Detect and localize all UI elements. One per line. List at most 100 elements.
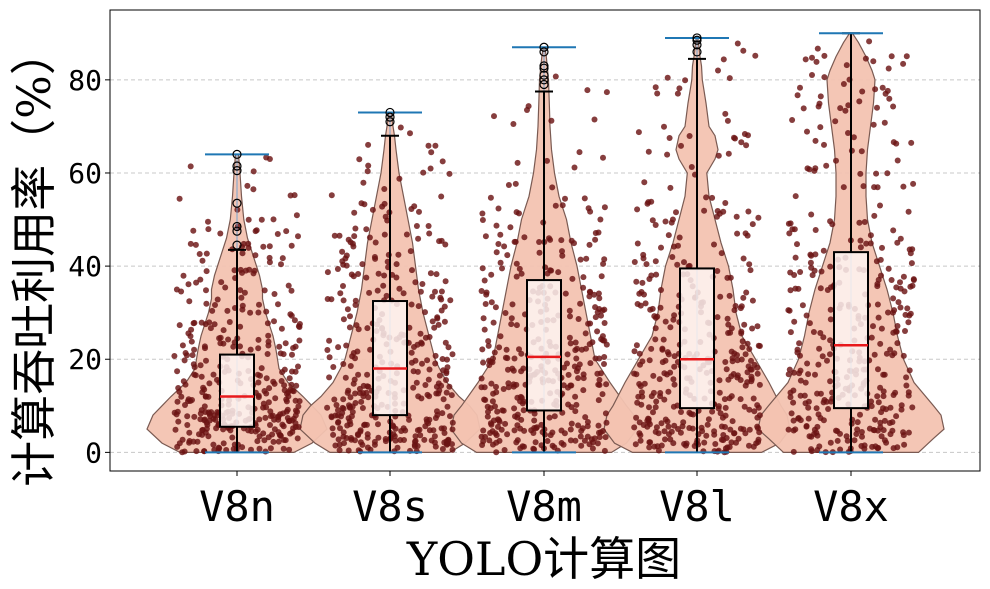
- data-point: [351, 209, 358, 216]
- data-point: [662, 318, 669, 325]
- data-point: [737, 377, 744, 383]
- data-point: [352, 437, 358, 444]
- data-point: [814, 390, 821, 397]
- data-point: [296, 398, 303, 405]
- outlier-point: [539, 42, 549, 52]
- data-point: [582, 330, 589, 337]
- data-point: [203, 357, 209, 364]
- data-point: [840, 81, 847, 87]
- data-point: [666, 431, 672, 438]
- data-point: [503, 346, 510, 353]
- data-point: [295, 233, 301, 240]
- data-point: [807, 259, 814, 266]
- data-point: [410, 368, 417, 375]
- data-point: [734, 230, 741, 237]
- data-point: [202, 345, 208, 352]
- data-point: [819, 353, 826, 360]
- data-point: [740, 255, 747, 262]
- data-point: [649, 305, 656, 312]
- data-point: [754, 414, 761, 421]
- data-point: [413, 379, 420, 386]
- data-point: [339, 248, 346, 255]
- data-point: [516, 346, 522, 353]
- data-point: [747, 267, 754, 274]
- data-point: [603, 381, 610, 388]
- data-point: [491, 349, 498, 356]
- data-point: [661, 123, 667, 130]
- data-point: [808, 446, 815, 453]
- data-point: [840, 184, 847, 191]
- data-point: [665, 232, 672, 239]
- data-point: [516, 265, 523, 272]
- data-point: [214, 376, 220, 383]
- data-point: [486, 437, 493, 444]
- data-point: [898, 406, 905, 413]
- data-point: [364, 168, 371, 175]
- data-point: [585, 205, 592, 212]
- data-point: [595, 397, 602, 404]
- data-point: [861, 219, 868, 225]
- data-point: [599, 391, 606, 398]
- data-point: [866, 425, 873, 432]
- data-point: [571, 363, 578, 370]
- data-point: [577, 256, 584, 263]
- data-point: [857, 244, 864, 251]
- data-point: [900, 273, 907, 280]
- data-point: [905, 392, 912, 399]
- x-axis-ticks: V8n V8s V8m V8l V8x: [199, 471, 889, 531]
- data-point: [662, 218, 669, 225]
- data-point: [324, 404, 331, 411]
- data-point: [631, 348, 638, 355]
- data-point: [715, 152, 722, 159]
- data-point: [669, 254, 676, 260]
- data-point: [709, 408, 716, 415]
- data-point: [575, 422, 582, 429]
- data-point: [874, 393, 881, 400]
- data-point: [601, 361, 607, 367]
- data-point: [431, 324, 438, 331]
- data-point: [521, 234, 528, 241]
- data-point: [703, 194, 710, 201]
- data-point: [340, 429, 347, 436]
- data-point: [518, 350, 525, 357]
- data-point: [264, 351, 271, 357]
- data-point: [226, 319, 233, 325]
- data-point: [897, 235, 904, 242]
- data-point: [290, 415, 297, 422]
- data-point: [895, 299, 902, 306]
- data-point: [173, 286, 180, 293]
- data-point: [891, 350, 898, 357]
- data-point: [189, 352, 196, 359]
- data-point: [686, 133, 693, 139]
- data-point: [349, 353, 356, 360]
- data-point: [509, 301, 516, 308]
- data-point: [357, 439, 364, 446]
- data-point: [263, 404, 270, 411]
- data-point: [791, 369, 797, 376]
- data-point: [650, 409, 656, 416]
- data-point: [808, 211, 815, 218]
- data-point: [380, 282, 387, 289]
- data-point: [363, 226, 370, 233]
- data-point: [877, 419, 884, 426]
- data-point: [250, 270, 257, 277]
- data-point: [890, 445, 897, 452]
- data-point: [191, 319, 198, 326]
- data-point: [224, 307, 231, 314]
- data-point: [882, 90, 889, 97]
- data-point: [444, 364, 451, 371]
- data-point: [482, 397, 489, 403]
- data-point: [867, 240, 874, 247]
- data-point: [890, 103, 897, 110]
- data-point: [562, 290, 569, 297]
- data-point: [445, 437, 452, 444]
- data-point: [255, 309, 262, 316]
- data-point: [524, 107, 530, 113]
- data-point: [681, 259, 687, 266]
- data-point: [375, 434, 382, 441]
- data-point: [637, 437, 644, 444]
- outlier-point: [385, 112, 395, 122]
- data-point: [654, 313, 661, 320]
- data-point: [186, 298, 193, 305]
- data-point: [789, 226, 796, 233]
